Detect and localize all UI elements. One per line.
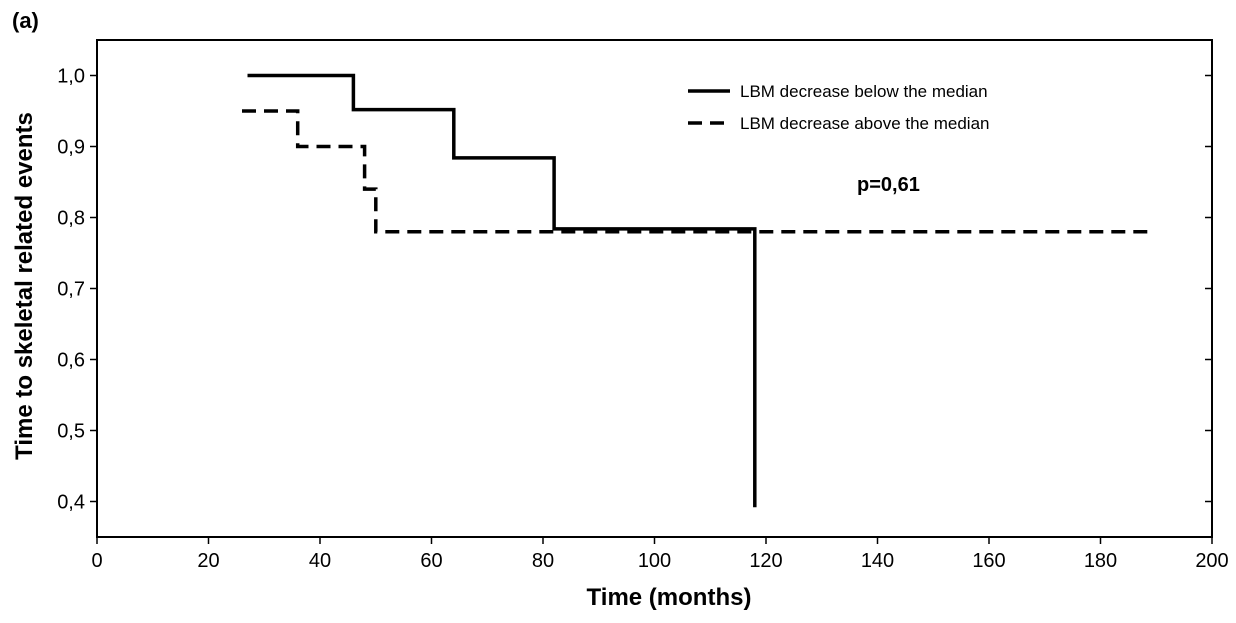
legend-label-above-median: LBM decrease above the median [740,114,990,133]
y-tick-label: 0,5 [57,421,85,443]
legend: LBM decrease below the median LBM decrea… [688,82,990,133]
x-tick-label: 60 [420,550,442,572]
y-tick-label: 1,0 [57,66,85,88]
x-tick-label: 120 [749,550,782,572]
y-tick-label: 0,9 [57,137,85,159]
x-tick-label: 160 [972,550,1005,572]
y-axis-title: Time to skeletal related events [11,112,38,460]
x-tick-label: 40 [309,550,331,572]
legend-label-below-median: LBM decrease below the median [740,82,988,101]
x-tick-label: 140 [861,550,894,572]
y-axis-right-ticks [1205,74,1212,503]
p-value-annotation: p=0,61 [857,174,920,196]
series-line-below-median [247,73,757,508]
x-tick-label: 20 [197,550,219,572]
x-tick-label: 80 [532,550,554,572]
y-tick-label: 0,8 [57,208,85,230]
y-tick-label: 0,4 [57,492,85,514]
x-axis: 0 20 40 60 80 100 120 140 160 180 200 [91,537,1229,572]
x-tick-label: 100 [638,550,671,572]
series-layer [242,73,1151,508]
panel-label: (a) [12,8,39,33]
x-tick-label: 200 [1195,550,1228,572]
y-axis: 0,4 0,5 0,6 0,7 0,8 0,9 1,0 [57,66,97,514]
x-tick-label: 180 [1084,550,1117,572]
x-axis-title: Time (months) [587,584,752,611]
x-tick-label: 0 [91,550,102,572]
series-line-above-median [242,109,1151,234]
y-tick-label: 0,6 [57,350,85,372]
y-tick-label: 0,7 [57,279,85,301]
plot-frame [96,39,1213,538]
